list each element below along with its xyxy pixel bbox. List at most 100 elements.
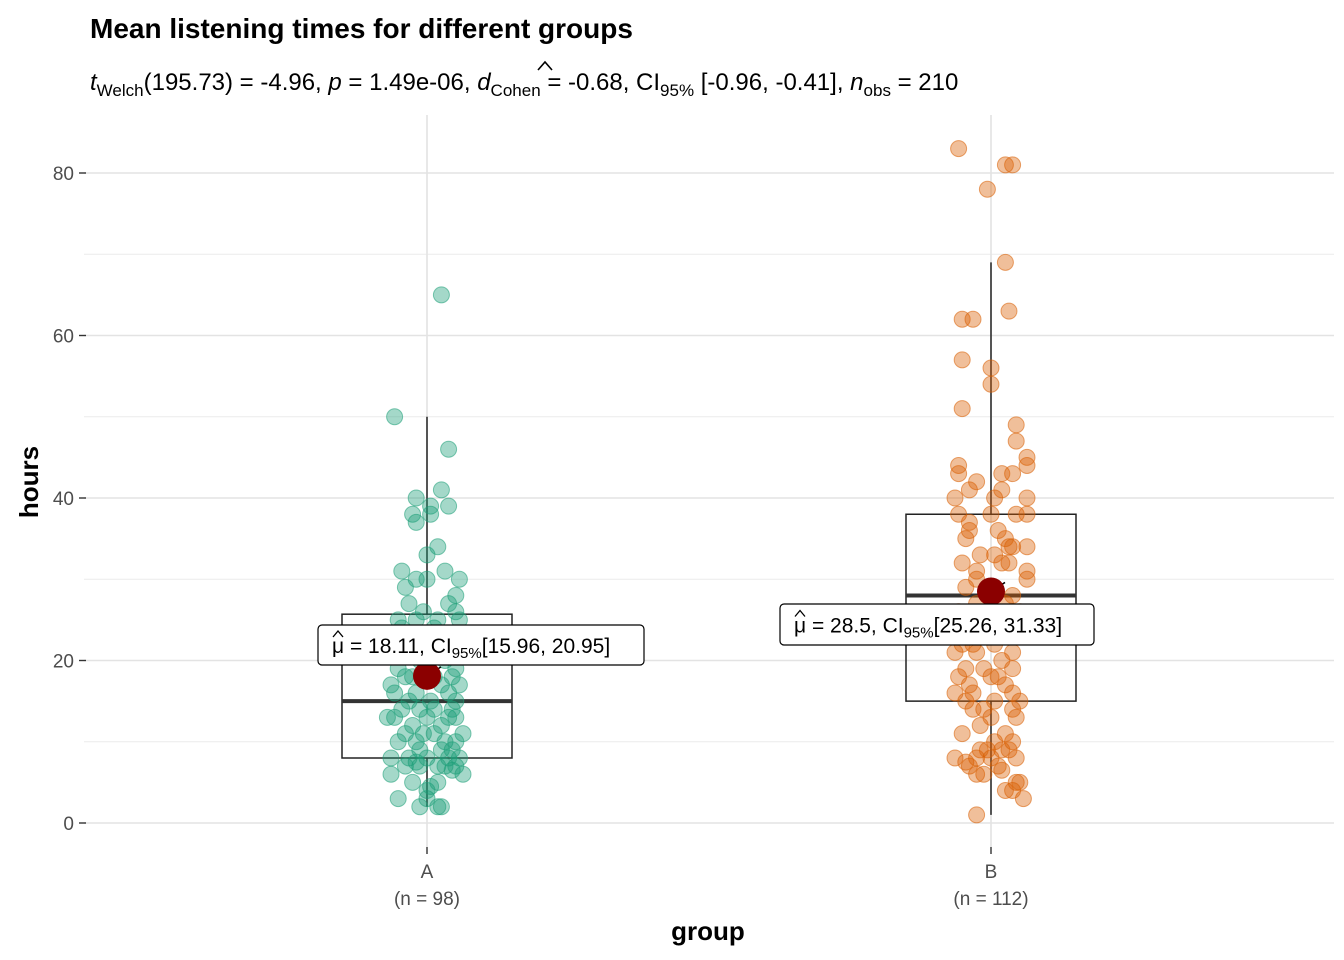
y-tick-label: 0	[63, 814, 74, 835]
data-point	[968, 643, 986, 661]
data-point	[378, 708, 396, 726]
data-point	[1007, 749, 1025, 767]
subtitle-ci-sub: 95%	[660, 81, 694, 100]
data-point	[946, 489, 964, 507]
data-point	[964, 700, 982, 718]
data-point	[411, 798, 429, 816]
data-point	[454, 765, 472, 783]
data-point	[957, 753, 975, 771]
mean-label-text: μ = 28.5, CI95%[25.26, 31.33]	[794, 615, 1062, 642]
subtitle-d-sub: Cohen	[491, 81, 541, 100]
data-point	[422, 777, 440, 795]
data-point	[1004, 465, 1022, 483]
data-point	[1000, 554, 1018, 572]
data-point	[953, 351, 971, 369]
data-point	[946, 749, 964, 767]
data-point	[386, 708, 404, 726]
subtitle-n-value: = 210	[891, 69, 958, 96]
data-point	[1014, 790, 1032, 808]
data-points	[378, 140, 1036, 824]
data-point	[946, 643, 964, 661]
data-point	[986, 489, 1004, 507]
mean-label-text: μ = 18.11, CI95%[15.96, 20.95]	[332, 635, 610, 662]
mean-point	[977, 577, 1005, 606]
data-point	[404, 773, 422, 791]
x-axis-title: group	[671, 916, 745, 946]
data-point	[953, 400, 971, 418]
subtitle-p-value: = 1.49e-06,	[342, 69, 477, 96]
data-point	[971, 717, 989, 734]
y-tick-label: 20	[53, 652, 74, 673]
data-point	[447, 603, 465, 621]
x-tick-count-label: (n = 98)	[394, 889, 460, 910]
data-point	[407, 489, 425, 507]
data-point	[1007, 708, 1025, 726]
data-point	[386, 408, 404, 426]
data-point	[975, 765, 993, 783]
data-point	[389, 733, 407, 751]
subtitle-n-symbol: n	[850, 69, 863, 96]
data-point	[993, 761, 1011, 779]
data-point	[960, 481, 978, 499]
subtitle-n-sub: obs	[864, 81, 891, 100]
data-point	[1000, 302, 1018, 320]
data-point	[447, 708, 465, 726]
data-point	[1004, 156, 1022, 174]
data-point	[407, 513, 425, 531]
data-point	[964, 310, 982, 328]
box-plots	[341, 262, 1077, 815]
subtitle-d-value: = -0.68, CI	[541, 69, 660, 96]
data-point	[1018, 457, 1036, 474]
data-point	[957, 530, 975, 548]
subtitle-t-stat: (195.73) = -4.96,	[144, 69, 329, 96]
data-point	[407, 733, 425, 751]
grid	[84, 115, 1334, 847]
subtitle-p-symbol: p	[327, 69, 341, 96]
subtitle-d-symbol: d	[477, 69, 491, 96]
data-point	[1007, 416, 1025, 434]
mean-label-box	[317, 624, 645, 666]
mean-label-box	[779, 603, 1095, 646]
data-point	[950, 465, 968, 483]
data-point	[396, 757, 414, 775]
data-point	[953, 725, 971, 743]
data-point	[950, 140, 968, 158]
data-point	[1007, 432, 1025, 450]
data-point	[996, 253, 1014, 271]
data-point	[1004, 700, 1022, 718]
data-point	[411, 757, 429, 775]
data-point	[396, 578, 414, 596]
data-point	[971, 546, 989, 564]
data-point	[440, 440, 458, 458]
data-point	[993, 554, 1011, 572]
data-point	[957, 578, 975, 596]
data-point	[432, 286, 450, 304]
x-axis: A (n = 98) B (n = 112)	[394, 847, 1029, 910]
mean-point	[413, 661, 441, 690]
mean-label-ci-sub: 95%	[904, 625, 934, 642]
data-point	[418, 708, 436, 726]
data-point	[968, 765, 986, 783]
data-point	[440, 497, 458, 515]
data-point	[1018, 570, 1036, 588]
mu-hat-icon	[794, 609, 806, 617]
box-iqr	[341, 613, 513, 759]
data-point	[432, 481, 450, 499]
mean-label-eq: = 18.11, CI	[344, 635, 452, 658]
mean-label-mu: μ	[332, 635, 344, 658]
mean-label-eq: = 28.5, CI	[806, 615, 903, 638]
subtitle-ci-value: [-0.96, -0.41],	[694, 69, 850, 96]
data-point	[996, 782, 1014, 799]
y-axis-title: hours	[14, 446, 44, 518]
x-tick-count-label: (n = 112)	[953, 889, 1028, 910]
y-axis: 0 20 40 60 80	[53, 164, 86, 835]
data-point	[978, 180, 996, 198]
data-point	[429, 757, 447, 775]
subtitle-d-hat-icon	[537, 60, 553, 71]
data-point	[982, 375, 1000, 393]
data-point	[1004, 660, 1022, 678]
data-point	[1000, 538, 1018, 556]
data-point	[443, 761, 461, 779]
y-tick-label: 80	[53, 164, 74, 185]
